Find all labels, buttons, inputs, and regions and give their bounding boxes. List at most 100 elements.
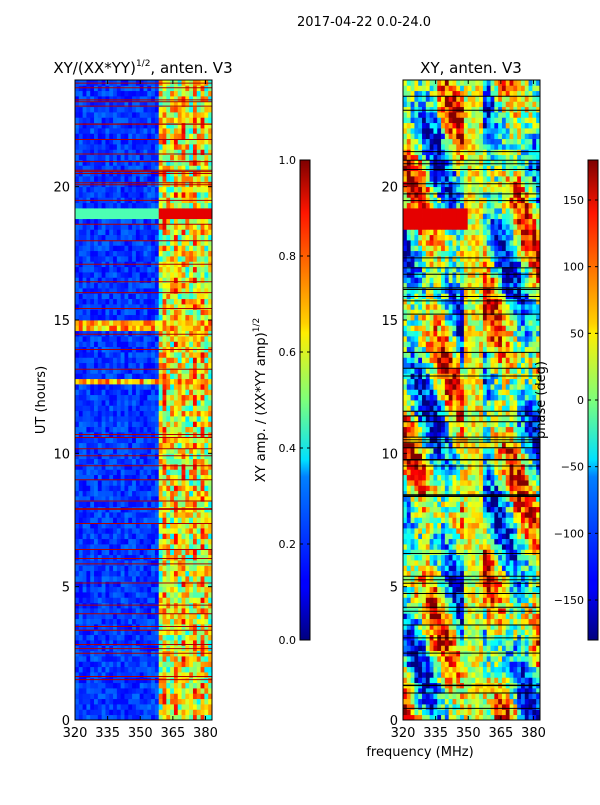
heatmap-cell <box>170 128 174 134</box>
heatmap-cell <box>182 293 186 299</box>
heatmap-cell <box>109 283 113 289</box>
heatmap-cell <box>90 336 94 342</box>
heatmap-cell <box>94 416 98 422</box>
heatmap-cell <box>98 336 102 342</box>
heatmap-cell <box>136 235 140 241</box>
heatmap-cell <box>174 336 178 342</box>
heatmap-cell <box>144 299 148 305</box>
heatmap-cell <box>102 683 106 689</box>
heatmap-cell <box>121 549 125 555</box>
heatmap-cell <box>170 459 174 465</box>
heatmap-cell <box>83 176 87 182</box>
heatmap-cell <box>140 661 144 667</box>
heatmap-cell <box>204 661 208 667</box>
heatmap-cell <box>178 693 182 699</box>
heatmap-cell <box>113 373 117 379</box>
heatmap-cell <box>182 597 186 603</box>
heatmap-cell <box>411 667 415 673</box>
heatmap-cell <box>151 331 155 337</box>
heatmap-cell <box>113 331 117 337</box>
heatmap-cell <box>182 709 186 715</box>
heatmap-cell <box>204 128 208 134</box>
heatmap-cell <box>185 331 189 337</box>
heatmap-cell <box>144 597 148 603</box>
heatmap-cell <box>170 656 174 662</box>
heatmap-cell <box>178 677 182 683</box>
heatmap-cell <box>193 528 197 534</box>
heatmap-cell <box>456 672 460 678</box>
heatmap-cell <box>147 688 151 694</box>
heatmap-cell <box>166 405 170 411</box>
heatmap-cell <box>159 181 163 187</box>
heatmap-cell <box>529 693 533 699</box>
heatmap-cell <box>83 459 87 465</box>
heatmap-cell <box>147 107 151 113</box>
heatmap-cell <box>155 341 159 347</box>
heatmap-cell <box>193 608 197 614</box>
heatmap-cell <box>79 688 83 694</box>
heatmap-cell <box>166 208 170 214</box>
heatmap-cell <box>113 411 117 417</box>
heatmap-cell <box>136 363 140 369</box>
heatmap-cell <box>170 421 174 427</box>
heatmap-cell <box>182 315 186 321</box>
heatmap-cell <box>132 549 136 555</box>
heatmap-cell <box>117 517 121 523</box>
heatmap-cell <box>121 213 125 219</box>
heatmap-cell <box>75 437 79 443</box>
heatmap-cell <box>83 144 87 150</box>
heatmap-cell <box>151 229 155 235</box>
heatmap-cell <box>185 229 189 235</box>
heatmap-cell <box>151 91 155 97</box>
heatmap-cell <box>83 357 87 363</box>
heatmap-cell <box>117 251 121 257</box>
heatmap-cell <box>204 501 208 507</box>
heatmap-cell <box>147 309 151 315</box>
heatmap-cell <box>124 549 128 555</box>
heatmap-cell <box>132 635 136 641</box>
heatmap-cell <box>182 688 186 694</box>
heatmap-cell <box>193 235 197 241</box>
heatmap-cell <box>98 683 102 689</box>
heatmap-cell <box>155 160 159 166</box>
heatmap-cell <box>437 693 441 699</box>
y-tick-label: 0 <box>62 714 70 729</box>
heatmap-cell <box>105 213 109 219</box>
heatmap-cell <box>113 539 117 545</box>
heatmap-cell <box>182 587 186 593</box>
heatmap-cell <box>193 112 197 118</box>
heatmap-cell <box>197 203 201 209</box>
heatmap-cell <box>144 544 148 550</box>
heatmap-cell <box>90 181 94 187</box>
heatmap-cell <box>117 501 121 507</box>
heatmap-cell <box>193 283 197 289</box>
heatmap-cell <box>151 619 155 625</box>
heatmap-cell <box>166 677 170 683</box>
heatmap-cell <box>102 533 106 539</box>
heatmap-cell <box>452 677 456 683</box>
heatmap-cell <box>113 224 117 230</box>
heatmap-cell <box>90 677 94 683</box>
heatmap-cell <box>155 549 159 555</box>
heatmap-cell <box>117 592 121 598</box>
heatmap-cell <box>113 395 117 401</box>
heatmap-cell <box>155 363 159 369</box>
heatmap-cell <box>204 528 208 534</box>
heatmap-cell <box>132 699 136 705</box>
heatmap-cell <box>132 203 136 209</box>
heatmap-cell <box>189 528 193 534</box>
heatmap-cell <box>90 251 94 257</box>
heatmap-cell <box>182 539 186 545</box>
heatmap-cell <box>197 128 201 134</box>
heatmap-cell <box>140 256 144 262</box>
heatmap-cell <box>174 389 178 395</box>
heatmap-cell <box>182 160 186 166</box>
heatmap-cell <box>124 517 128 523</box>
heatmap-cell <box>79 555 83 561</box>
heatmap-cell <box>185 341 189 347</box>
heatmap-cell <box>79 635 83 641</box>
heatmap-cell <box>487 661 491 667</box>
heatmap-cell <box>166 219 170 225</box>
heatmap-cell <box>128 251 132 257</box>
heatmap-cell <box>83 608 87 614</box>
